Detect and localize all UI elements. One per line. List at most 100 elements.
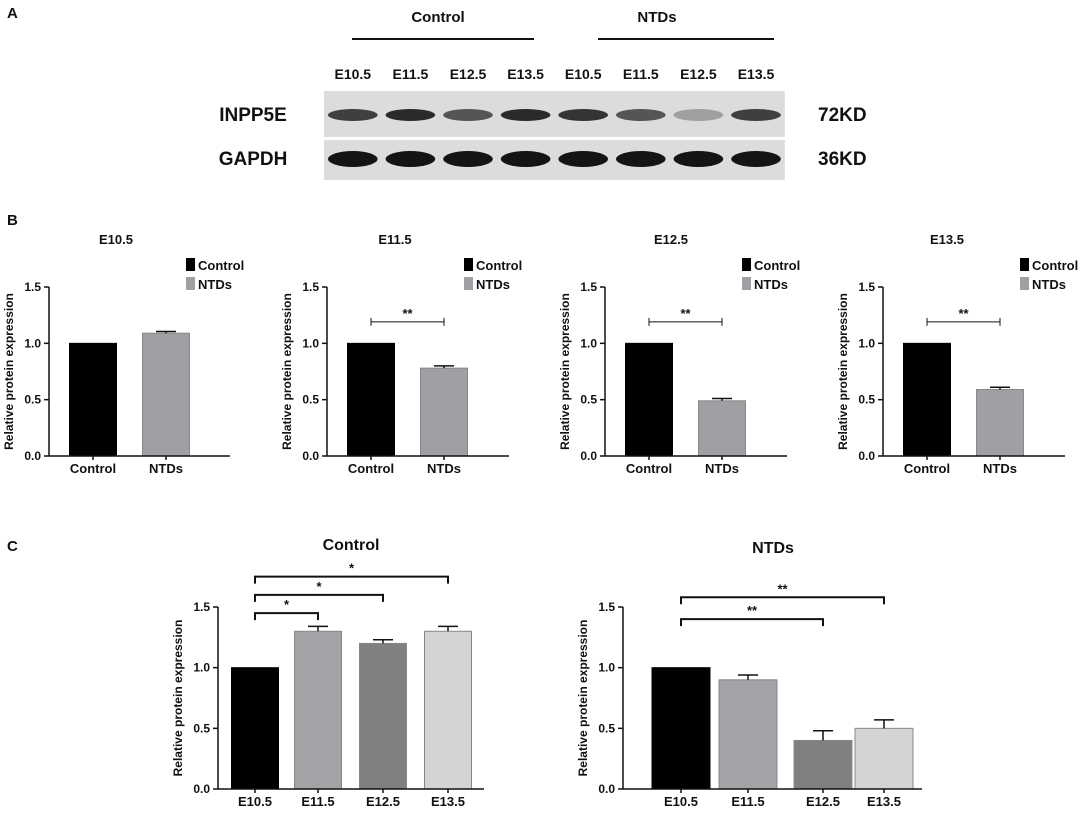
y-tick-label: 0.5 [598,721,615,735]
chart-title: NTDs [752,540,794,557]
y-tick-label: 0.0 [580,449,597,463]
y-axis-label: Relative protein expression [558,293,572,450]
bar [420,367,468,457]
bar [294,630,342,790]
x-tick-label: E13.5 [867,794,901,809]
bar-chart: E13.5 Control NTDs 0.0 0.5 1.0 1.5 Relative pro… [836,232,1078,476]
legend-swatch [186,277,195,290]
legend-swatch [742,277,751,290]
bar-chart: NTDs E10.5 E11.5 E12.5 E13.5 0.0 0.5 1.0 1.5 Rela… [576,540,922,809]
significance-bracket [680,596,885,605]
chart-title: Control [323,537,380,554]
bar [854,727,914,790]
blot-lane-label: E10.5 [335,66,372,82]
significance-label: ** [680,306,691,321]
significance-bracket [254,593,384,602]
significance-label: ** [402,306,413,321]
blot-band [673,109,724,121]
y-tick-label: 1.5 [302,280,319,294]
bar-chart: E11.5 Control NTDs 0.0 0.5 1.0 1.5 Relative pro… [280,232,522,476]
x-tick-label: NTDs [705,461,739,476]
legend-label: Control [476,258,522,273]
x-tick-label: E11.5 [301,794,334,809]
legend-swatch [1020,277,1029,290]
y-tick-label: 0.0 [598,782,615,796]
y-tick-label: 0.0 [24,449,41,463]
blot-group-label: Control [411,9,464,26]
y-tick-label: 0.5 [193,721,210,735]
blot-group-label: NTDs [637,9,676,26]
blot-band [328,151,378,167]
significance-bracket [680,618,824,627]
legend-label: Control [1032,258,1078,273]
blot-band [731,109,781,121]
x-tick-label: Control [904,461,950,476]
blot-lane-label: E13.5 [738,66,775,82]
blot-molecular-weight: 36KD [818,149,867,170]
legend-label: NTDs [754,277,788,292]
x-tick-label: E10.5 [238,794,272,809]
blot-lane-label: E13.5 [507,66,544,82]
bar [69,342,117,457]
blot-band [443,151,493,167]
x-tick-label: E10.5 [664,794,698,809]
x-tick-label: Control [70,461,116,476]
legend-swatch [742,258,751,271]
significance-label: ** [747,603,758,618]
y-tick-label: 0.5 [858,393,875,407]
x-tick-label: E12.5 [806,794,840,809]
bar [424,630,472,790]
blot-lane-label: E11.5 [392,66,428,82]
chart-title: E11.5 [378,232,411,247]
bar [359,642,407,790]
blot-band [443,109,493,121]
legend-swatch [464,258,473,271]
y-tick-label: 1.0 [24,336,41,350]
blot-band [558,109,608,121]
blot-lane-label: E11.5 [623,66,659,82]
y-tick-label: 1.5 [193,600,210,614]
bar [142,332,190,457]
significance-label: * [349,561,355,576]
bar [625,342,673,457]
y-axis-label: Relative protein expression [836,293,850,450]
legend-swatch [1020,258,1029,271]
blot-band [731,151,781,167]
bar [793,739,853,790]
significance-label: * [284,597,290,612]
blot-lane-label: E12.5 [680,66,717,82]
bar [718,679,778,790]
bar [347,342,395,457]
y-tick-label: 1.0 [598,661,615,675]
blot-band [616,109,666,121]
blot-protein-name: GAPDH [219,149,288,170]
bar [651,667,711,790]
significance-bracket [254,575,449,584]
blot-protein-name: INPP5E [219,105,287,126]
y-tick-label: 1.5 [580,280,597,294]
x-tick-label: E12.5 [366,794,400,809]
y-tick-label: 1.0 [193,661,210,675]
x-tick-label: NTDs [983,461,1017,476]
y-tick-label: 0.0 [302,449,319,463]
x-tick-label: Control [348,461,394,476]
x-tick-label: E13.5 [431,794,465,809]
x-tick-label: NTDs [427,461,461,476]
x-tick-label: NTDs [149,461,183,476]
legend-label: NTDs [476,277,510,292]
panel-label-a: A [7,5,18,22]
significance-bracket [254,612,319,621]
y-axis-label: Relative protein expression [280,293,294,450]
legend-swatch [464,277,473,290]
y-axis-label: Relative protein expression [2,293,16,450]
chart-title: E13.5 [930,232,964,247]
blot-band [385,109,436,121]
bar-chart: Control E10.5 E11.5 E12.5 E13.5 0.0 0.5 1.0 1.5 R… [171,537,484,809]
y-tick-label: 0.5 [302,393,319,407]
y-axis-label: Relative protein expression [576,620,590,777]
y-tick-label: 0.0 [858,449,875,463]
y-tick-label: 1.0 [580,336,597,350]
blot-band [616,151,666,167]
legend-label: Control [754,258,800,273]
